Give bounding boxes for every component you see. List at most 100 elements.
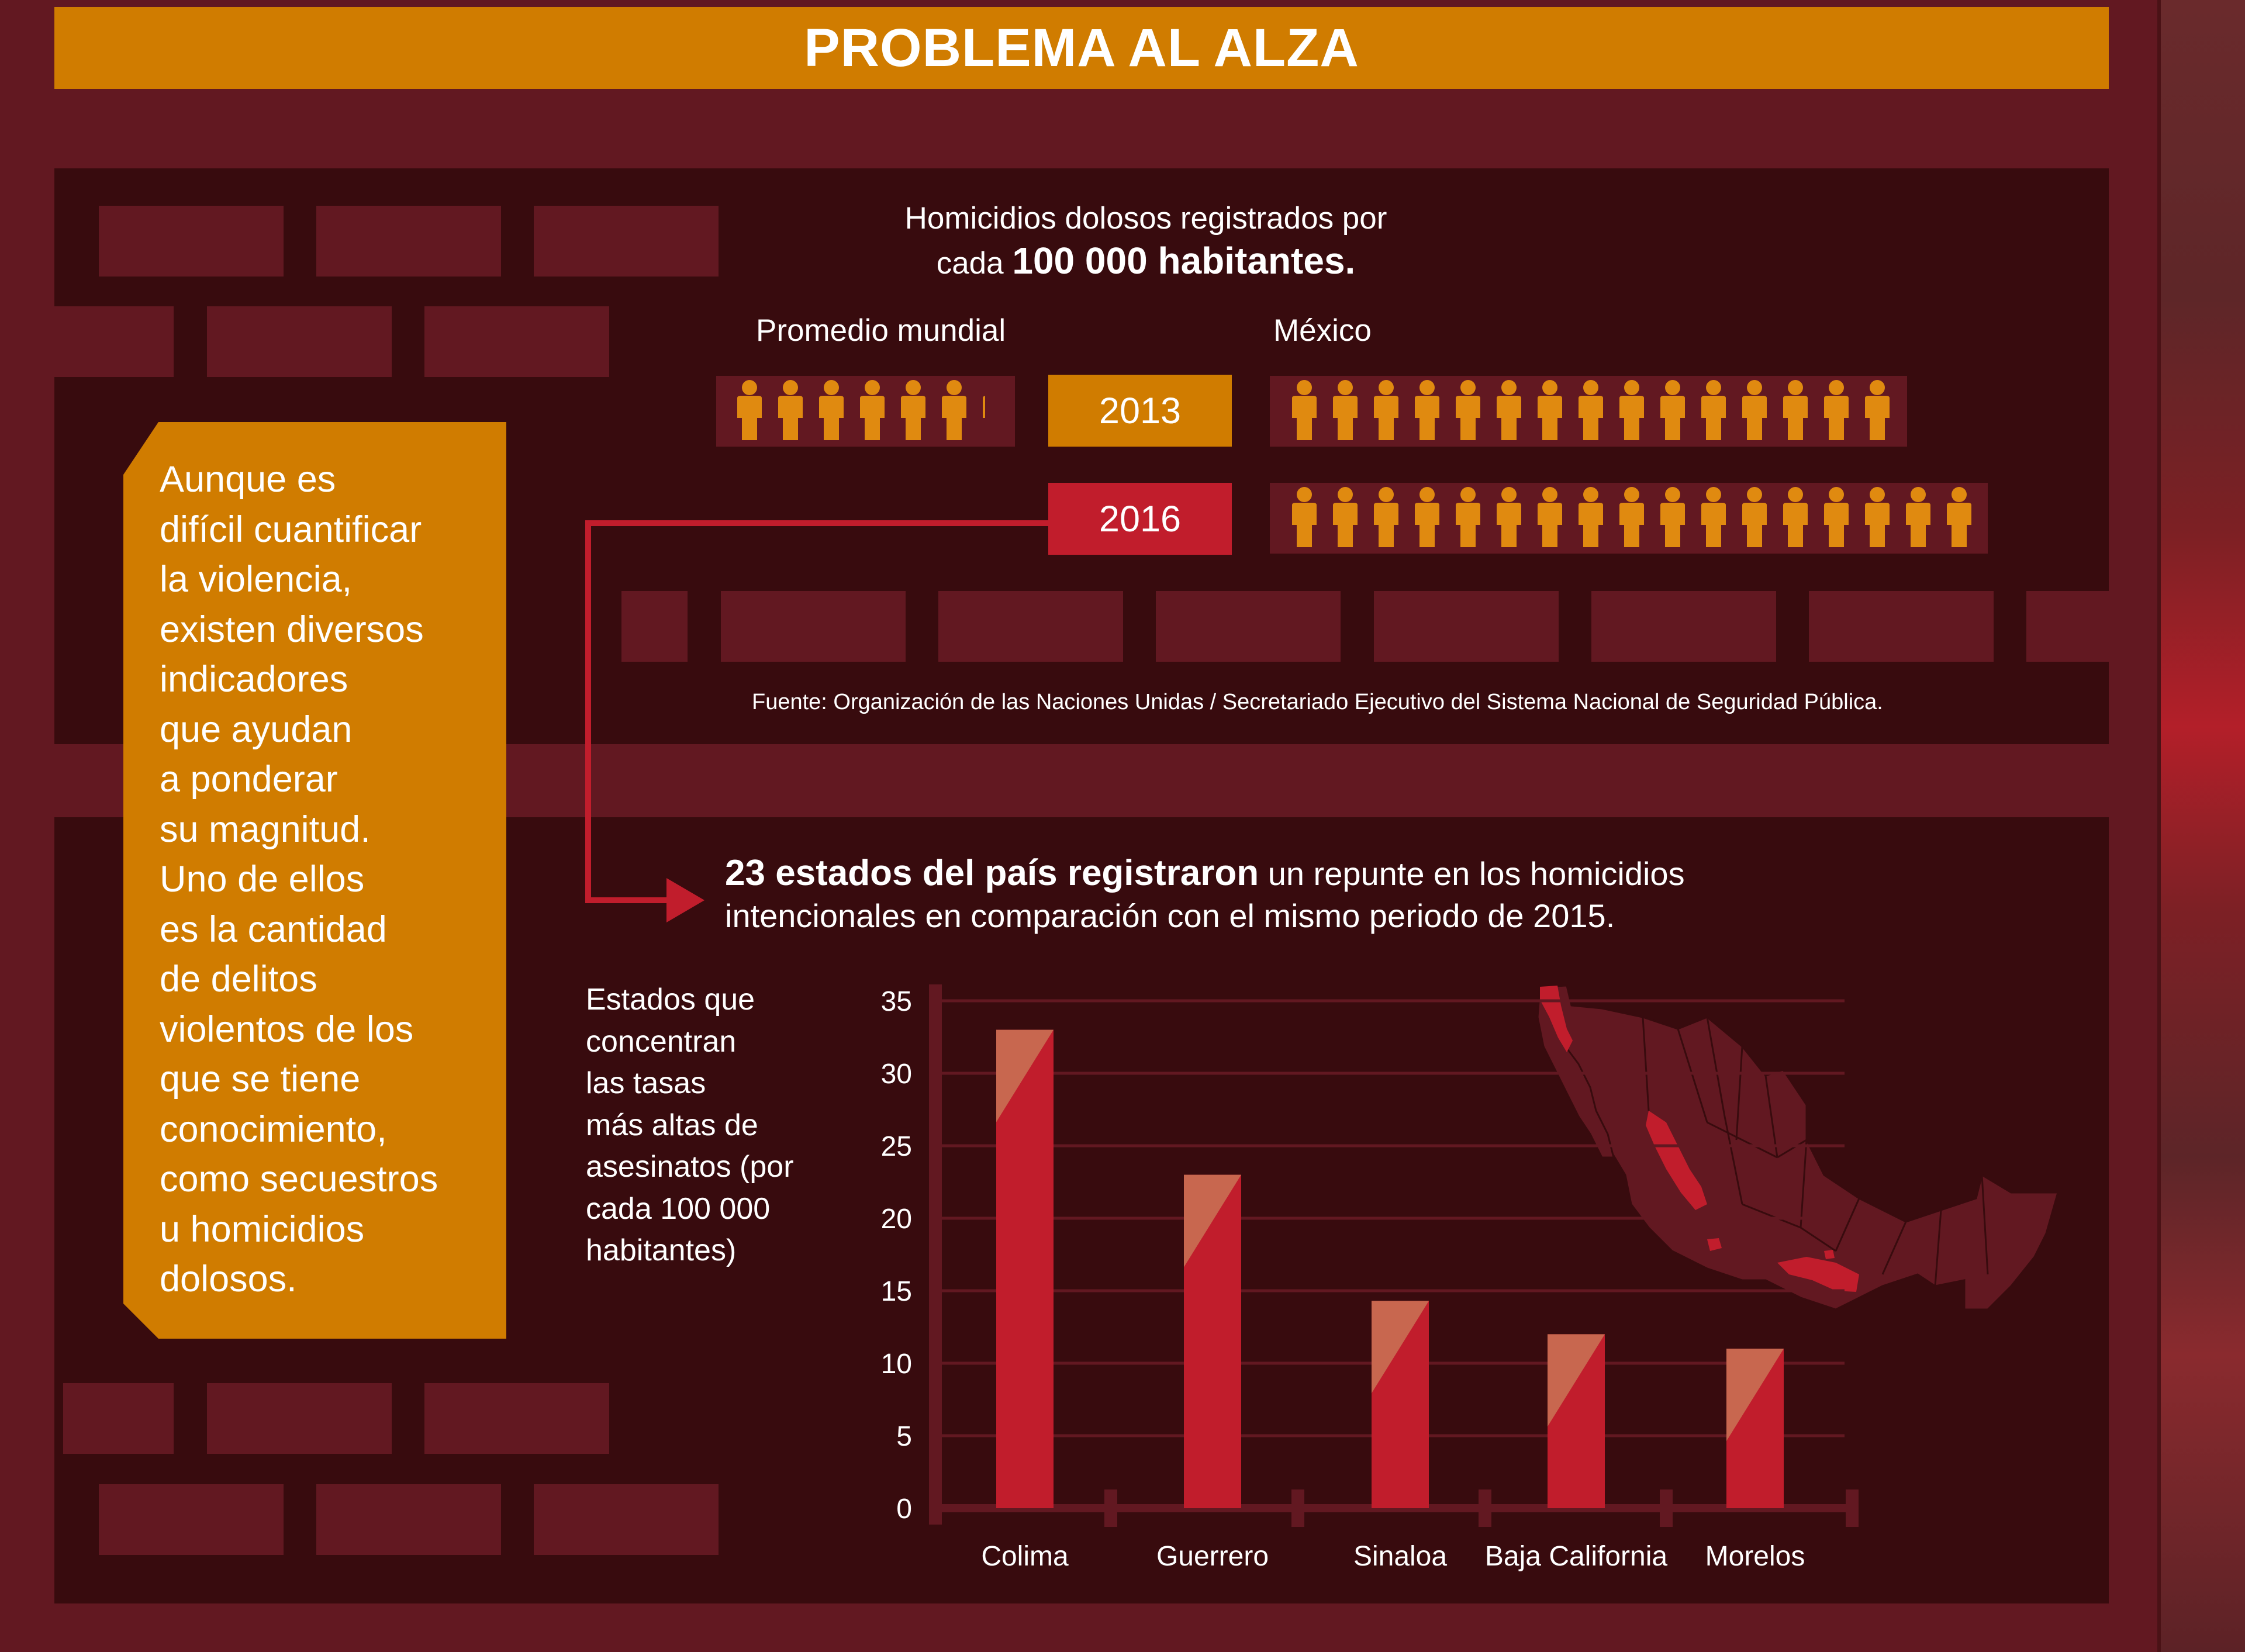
person-icon	[1579, 380, 1603, 440]
note-line: a ponderar	[160, 759, 338, 800]
person-icon	[1742, 487, 1767, 547]
bar-top-accent	[1372, 1301, 1429, 1394]
y-tick-label: 25	[881, 1131, 912, 1162]
connector-line	[588, 520, 1050, 526]
x-axis-tick	[1104, 1489, 1117, 1527]
title-bar: PROBLEMA AL ALZA	[54, 7, 2109, 89]
x-category-label: Colima	[981, 1541, 1069, 1572]
decorative-edge-strip	[2157, 0, 2245, 1652]
person-icon	[1865, 380, 1890, 440]
state-borders	[1642, 1017, 1989, 1287]
brick	[424, 1383, 609, 1454]
note-line: conocimiento,	[160, 1108, 387, 1150]
bar-top-accent	[1726, 1349, 1784, 1442]
person-icon	[1292, 487, 1317, 547]
people-row-mexico-2013	[1270, 376, 1907, 447]
brick	[54, 306, 174, 377]
bar	[996, 1029, 1054, 1508]
states-note-line2: intencionales en comparación con el mism…	[725, 897, 1615, 934]
y-tick-label: 20	[881, 1204, 912, 1235]
states-note-bold: 23 estados del país registraron	[725, 853, 1259, 893]
person-icon	[1415, 380, 1439, 440]
caption-line: las tasas	[586, 1066, 706, 1100]
brick	[534, 1484, 719, 1555]
homicides-heading: Homicidios dolosos registrados por cada …	[807, 198, 1485, 285]
year-box-2013: 2013	[1048, 375, 1232, 447]
note-line: su magnitud.	[160, 808, 371, 850]
person-icon	[1824, 487, 1849, 547]
person-icon	[1579, 487, 1603, 547]
person-icon	[901, 380, 925, 440]
brick	[1374, 591, 1559, 662]
brick	[2026, 591, 2109, 662]
chart-x-labels: Colima Guerrero Sinaloa Baja California More…	[981, 1541, 1805, 1572]
page-title: PROBLEMA AL ALZA	[804, 18, 1359, 78]
homicides-heading-plain: cada	[936, 246, 1013, 281]
note-line: de delitos	[160, 959, 317, 1000]
note-line: violentos de los	[160, 1008, 414, 1050]
note-line: indicadores	[160, 659, 348, 700]
brick	[207, 306, 392, 377]
brick	[207, 1383, 392, 1454]
brick	[316, 206, 501, 277]
person-icon	[1374, 380, 1398, 440]
person-icon	[1292, 380, 1317, 440]
person-icon	[1619, 487, 1644, 547]
brick	[1809, 591, 1994, 662]
brick	[316, 1484, 501, 1555]
caption-line: asesinatos (por	[586, 1150, 794, 1184]
source-note: Fuente: Organización de las Naciones Uni…	[752, 690, 1883, 714]
year-box-2016: 2016	[1048, 483, 1232, 555]
brick	[1591, 591, 1776, 662]
connector-arrow	[585, 520, 731, 922]
x-axis-tick	[1660, 1489, 1673, 1527]
person-icon	[1333, 380, 1358, 440]
person-icon	[737, 380, 762, 440]
label-world-average: Promedio mundial	[756, 313, 1006, 348]
brick	[99, 1484, 284, 1555]
person-icon	[1742, 380, 1767, 440]
caption-line: cada 100 000	[586, 1191, 771, 1226]
note-line: es la cantidad	[160, 908, 387, 950]
x-category-label: Baja California	[1485, 1541, 1667, 1572]
homicides-heading-bold: 100 000 habitantes.	[1012, 240, 1356, 282]
x-category-label: Guerrero	[1156, 1541, 1269, 1572]
person-icon	[1538, 487, 1562, 547]
person-icon	[1415, 487, 1439, 547]
caption-line: habitantes)	[586, 1233, 737, 1267]
x-axis-tick	[1291, 1489, 1304, 1527]
homicides-heading-line1: Homicidios dolosos registrados por	[904, 201, 1387, 236]
highlighted-state-sinaloa	[1646, 1111, 1707, 1210]
people-row-mexico-2016	[1270, 483, 1988, 554]
caption-line: más altas de	[586, 1108, 758, 1142]
person-icon	[1456, 380, 1480, 440]
y-tick-label: 5	[896, 1421, 912, 1452]
person-icon	[1619, 380, 1644, 440]
brick	[621, 591, 688, 662]
y-tick-label: 30	[881, 1059, 912, 1090]
brick	[721, 591, 906, 662]
highlighted-state-colima	[1707, 1238, 1722, 1251]
mexico-mainland	[1539, 984, 2059, 1311]
note-line: Uno de ellos	[160, 859, 365, 900]
brick	[1156, 591, 1341, 662]
x-axis-tick	[1846, 1489, 1859, 1527]
person-icon	[1701, 487, 1726, 547]
y-tick-label: 10	[881, 1349, 912, 1380]
edge-divider	[2157, 0, 2161, 1652]
bar-top-accent	[996, 1029, 1054, 1122]
person-icon	[1333, 487, 1358, 547]
chart-caption: Estados que concentran las tasas más alt…	[586, 979, 794, 1272]
note-line: como secuestros	[160, 1159, 438, 1200]
brick	[534, 206, 719, 277]
note-line: difícil cuantificar	[160, 509, 422, 550]
states-note: 23 estados del país registraron un repun…	[725, 852, 1894, 937]
person-icon	[942, 380, 966, 440]
person-icon	[1497, 380, 1521, 440]
person-icon	[860, 380, 885, 440]
person-icon	[1660, 487, 1685, 547]
person-icon	[1865, 487, 1890, 547]
person-icon	[1906, 487, 1930, 547]
person-icon	[1783, 380, 1808, 440]
homicides-heading-line2: cada 100 000 habitantes.	[807, 240, 1485, 285]
